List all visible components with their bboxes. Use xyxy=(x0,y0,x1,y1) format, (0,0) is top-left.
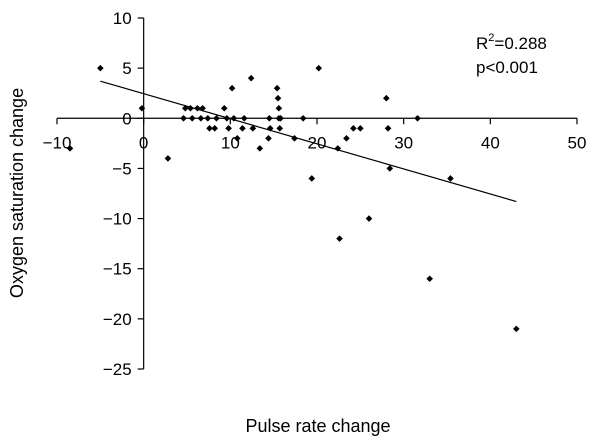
data-point xyxy=(357,125,364,132)
x-tick-label: 0 xyxy=(139,133,148,152)
data-point xyxy=(138,104,146,112)
data-point xyxy=(233,135,241,142)
data-point xyxy=(291,135,298,142)
data-point xyxy=(66,145,74,152)
data-point xyxy=(213,114,220,122)
p-value-annotation: p<0.001 xyxy=(476,58,538,77)
data-point xyxy=(240,114,248,122)
x-tick-label: 50 xyxy=(568,133,587,152)
x-tick-label: 30 xyxy=(394,133,413,152)
data-point xyxy=(277,114,284,122)
data-point xyxy=(180,114,187,122)
data-point xyxy=(299,114,307,122)
r2-annotation: R2=0.288 xyxy=(476,32,547,53)
data-point xyxy=(181,104,189,112)
data-point xyxy=(414,114,421,122)
data-point xyxy=(334,145,342,152)
r2-prefix: R xyxy=(476,34,488,53)
data-point xyxy=(211,125,219,132)
data-point xyxy=(223,114,231,122)
data-point xyxy=(187,104,194,112)
y-tick-label: −25 xyxy=(103,360,132,379)
data-points-group xyxy=(66,64,520,333)
y-tick-label: 0 xyxy=(122,109,131,128)
trendline xyxy=(100,80,517,203)
data-point xyxy=(206,125,213,132)
data-point xyxy=(276,125,284,132)
y-axis-title: Oxygen saturation change xyxy=(7,88,27,298)
r2-superscript: 2 xyxy=(488,32,494,44)
data-point xyxy=(239,125,246,132)
y-tick-label: 5 xyxy=(122,59,131,78)
data-point xyxy=(386,165,394,172)
data-point xyxy=(384,125,392,132)
trendline-group xyxy=(100,80,517,203)
data-point xyxy=(365,215,373,222)
data-point xyxy=(97,64,104,72)
data-point xyxy=(266,125,274,132)
data-point xyxy=(164,155,172,162)
data-point xyxy=(308,175,316,182)
data-point xyxy=(265,135,272,142)
data-point xyxy=(273,84,281,92)
r2-value: =0.288 xyxy=(494,34,546,53)
data-point xyxy=(230,114,238,122)
data-point xyxy=(275,104,283,112)
data-point xyxy=(315,64,323,72)
x-tick-label: −10 xyxy=(43,133,72,152)
annotation-group: R2=0.288 p<0.001 xyxy=(476,32,547,77)
data-point xyxy=(188,114,196,122)
x-tick-label: 40 xyxy=(481,133,500,152)
data-point xyxy=(247,74,255,82)
y-tick-label: −15 xyxy=(103,260,132,279)
data-point xyxy=(249,125,257,132)
data-point xyxy=(426,275,433,283)
data-point xyxy=(256,145,264,152)
data-point xyxy=(220,104,228,112)
data-point xyxy=(228,84,236,92)
y-tick-label: −5 xyxy=(112,159,131,178)
x-tick-label: 20 xyxy=(308,133,327,152)
y-tick-label: −20 xyxy=(103,310,132,329)
data-point xyxy=(266,114,273,122)
y-tick-label: −10 xyxy=(103,210,132,229)
data-point xyxy=(274,94,282,102)
data-point xyxy=(204,114,212,122)
data-point xyxy=(197,114,205,122)
data-point xyxy=(447,175,454,182)
data-point xyxy=(194,104,201,112)
data-point xyxy=(225,125,232,132)
y-tick-label: 10 xyxy=(113,9,132,28)
data-point xyxy=(513,325,520,333)
data-point xyxy=(336,235,343,242)
data-point xyxy=(383,94,390,102)
data-point xyxy=(199,104,206,112)
data-point xyxy=(350,125,357,132)
data-point xyxy=(343,135,350,142)
x-axis-title: Pulse rate change xyxy=(245,416,390,436)
